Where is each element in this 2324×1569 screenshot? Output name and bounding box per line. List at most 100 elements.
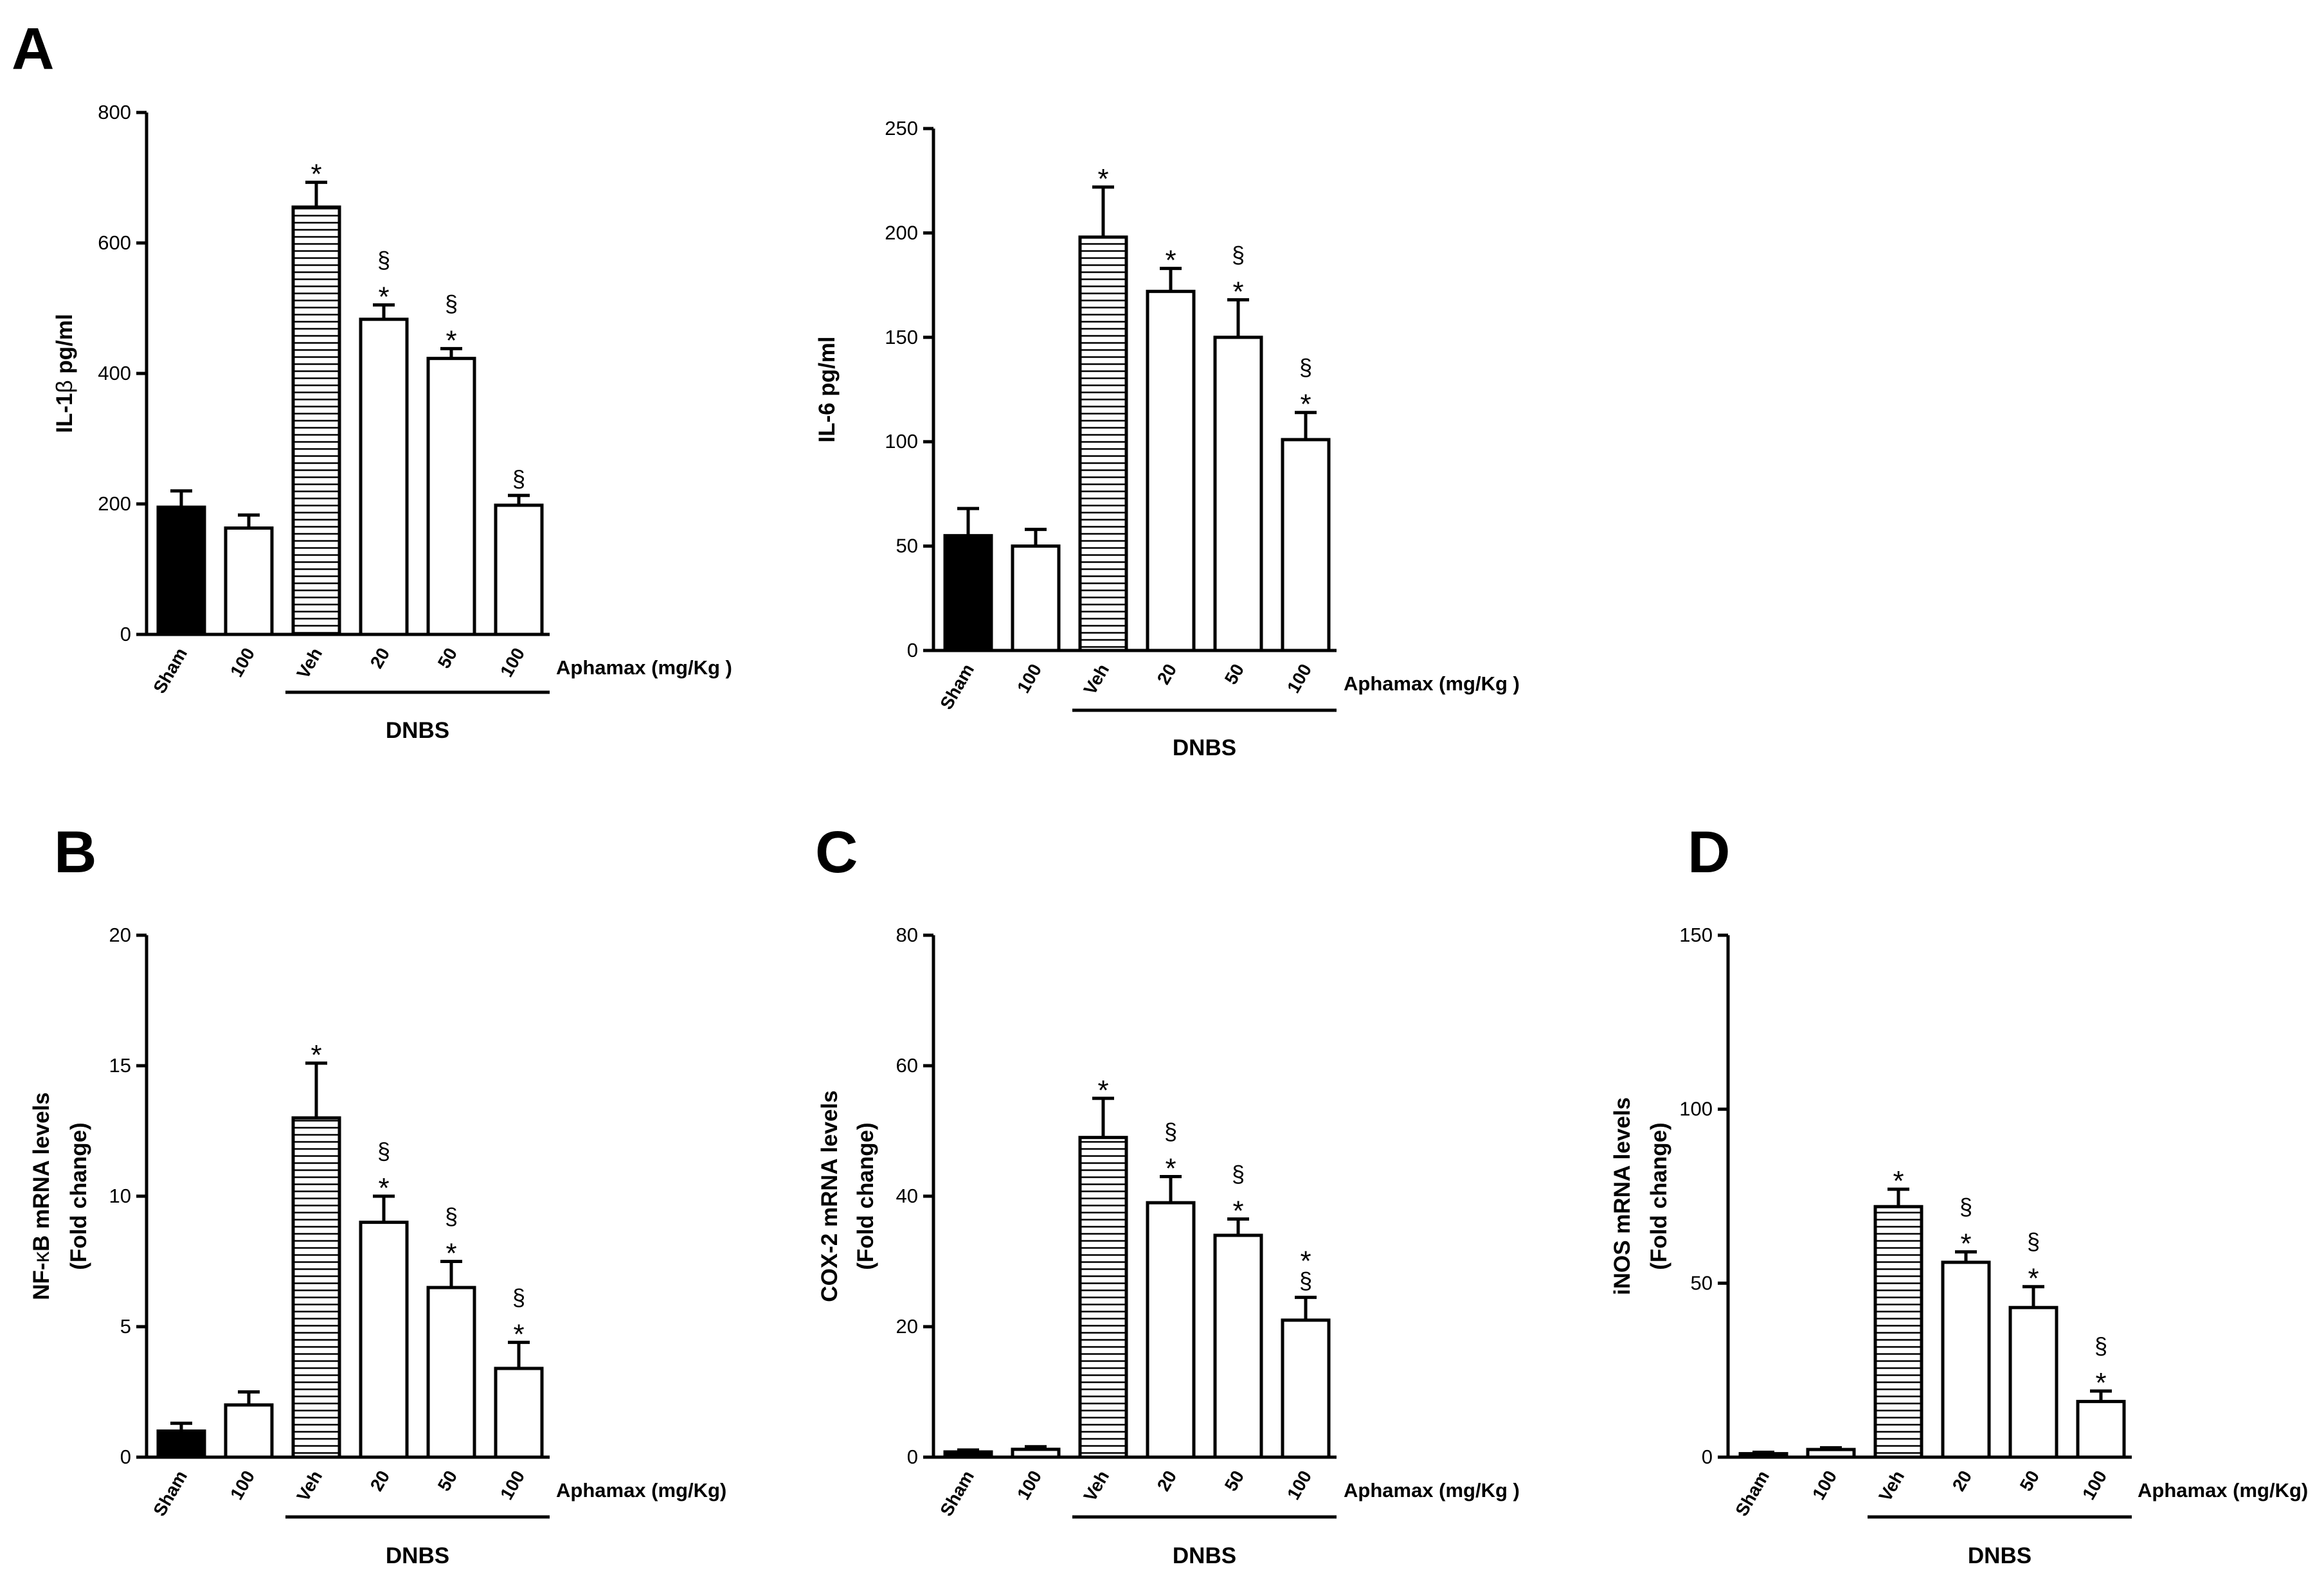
- significance-star: *: [378, 281, 389, 312]
- significance-star: *: [513, 1318, 524, 1350]
- y-tick-label: 50: [896, 535, 918, 557]
- significance-section: §: [1232, 1161, 1245, 1187]
- category-label: 20: [1949, 1467, 1976, 1494]
- category-label: 100: [496, 645, 528, 681]
- significance-section: §: [445, 290, 458, 316]
- significance-section: §: [377, 1138, 390, 1164]
- y-tick-label: 0: [1702, 1446, 1713, 1468]
- significance-star: *: [311, 1039, 321, 1071]
- aphamax-label: Aphamax (mg/Kg ): [1344, 672, 1520, 695]
- significance-star: *: [311, 159, 321, 190]
- category-label: Sham: [936, 661, 978, 713]
- significance-star: *: [2028, 1263, 2039, 1295]
- bar-1: [156, 1429, 206, 1459]
- category-label: 20: [366, 1467, 393, 1494]
- significance-section: §: [1164, 1118, 1177, 1145]
- category-label: 100: [1283, 661, 1315, 697]
- significance-section: §: [1299, 1267, 1312, 1293]
- significance-star: *: [1893, 1165, 1904, 1197]
- group-label: DNBS: [1968, 1543, 2031, 1568]
- category-label: 50: [2016, 1467, 2043, 1494]
- category-label: 100: [2078, 1467, 2111, 1503]
- significance-star: *: [446, 325, 456, 356]
- bar-4: [1146, 1201, 1196, 1459]
- bar-1: [943, 1450, 993, 1459]
- bar-3: [1078, 235, 1128, 652]
- bar-6: [1281, 438, 1331, 652]
- bar-6: [1281, 1318, 1331, 1459]
- y-axis-label-part: COX-2 mRNA levels: [817, 1090, 842, 1302]
- y-tick-label: 50: [1691, 1271, 1713, 1294]
- bar-5: [426, 357, 476, 636]
- bar-1: [156, 505, 206, 636]
- category-label: 20: [366, 645, 393, 672]
- category-label: 100: [496, 1467, 528, 1503]
- significance-section: §: [2094, 1332, 2107, 1359]
- bar-4: [359, 318, 409, 636]
- y-axis-label-part: IL-6 pg/ml: [815, 336, 840, 442]
- category-label: Veh: [1875, 1467, 1908, 1505]
- y-axis-label-part: NF-: [29, 1262, 54, 1300]
- y-tick-label: 150: [1679, 924, 1713, 946]
- bar-4: [1146, 289, 1196, 652]
- category-label: Sham: [149, 1467, 191, 1520]
- chart-2: 0 50 100 150 200 250 IL-6 pg/ml Sham 100 * Veh * 20 *…: [815, 117, 1520, 760]
- bar-5: [1213, 1233, 1263, 1459]
- y-tick-label: 600: [98, 231, 131, 254]
- category-label: 100: [226, 1467, 258, 1503]
- y-axis-label-secondary: (Fold change): [66, 1122, 91, 1269]
- group-label: DNBS: [386, 1543, 449, 1568]
- bar-4: [359, 1221, 409, 1459]
- aphamax-label: Aphamax (mg/Kg): [2138, 1479, 2308, 1502]
- significance-section: §: [445, 1203, 458, 1230]
- significance-section: §: [377, 246, 390, 273]
- bar-2: [1011, 1448, 1061, 1459]
- y-axis-label-part: B mRNA levels: [29, 1092, 54, 1251]
- y-tick-label: 800: [98, 101, 131, 123]
- bar-4: [1941, 1260, 1991, 1459]
- panel-letter-d: D: [1688, 820, 1731, 885]
- significance-star: *: [1232, 1196, 1243, 1227]
- significance-star: *: [1097, 1075, 1108, 1106]
- bar-2: [1011, 544, 1061, 652]
- category-label: 100: [1808, 1467, 1841, 1503]
- category-label: Sham: [1731, 1467, 1773, 1520]
- significance-section: §: [512, 465, 525, 492]
- significance-star: *: [1960, 1228, 1971, 1260]
- category-label: Veh: [1079, 661, 1113, 699]
- y-tick-label: 10: [109, 1185, 131, 1207]
- significance-section: §: [1299, 354, 1312, 381]
- bar-5: [2008, 1305, 2058, 1459]
- bar-1: [1738, 1452, 1788, 1459]
- category-label: Veh: [293, 1467, 326, 1505]
- category-label: 100: [1013, 661, 1045, 697]
- category-label: Veh: [1079, 1467, 1113, 1505]
- bar-6: [494, 1367, 544, 1459]
- category-label: 100: [1283, 1467, 1315, 1503]
- category-label: 50: [1221, 1467, 1248, 1494]
- y-tick-label: 100: [1679, 1098, 1713, 1120]
- y-tick-label: 20: [896, 1315, 918, 1338]
- group-label: DNBS: [1173, 735, 1236, 760]
- y-tick-label: 150: [885, 326, 918, 348]
- y-tick-label: 200: [885, 221, 918, 244]
- y-tick-label: 80: [896, 924, 918, 946]
- bar-5: [1213, 336, 1263, 652]
- significance-star: *: [1097, 163, 1108, 195]
- y-tick-label: 0: [907, 639, 918, 661]
- category-label: 100: [226, 645, 258, 681]
- category-label: Sham: [936, 1467, 978, 1520]
- bar-6: [494, 503, 544, 636]
- group-label: DNBS: [1173, 1543, 1236, 1568]
- y-axis-label: IL-6 pg/ml: [815, 336, 840, 442]
- bar-5: [426, 1286, 476, 1459]
- bar-2: [224, 1403, 274, 1459]
- y-axis-label-secondary: (Fold change): [853, 1122, 878, 1269]
- y-tick-label: 5: [120, 1315, 131, 1338]
- category-label: 20: [1153, 661, 1180, 688]
- significance-section: §: [2027, 1228, 2040, 1255]
- bar-1: [943, 533, 993, 652]
- y-tick-label: 15: [109, 1054, 131, 1077]
- y-axis-label-part: iNOS mRNA levels: [1610, 1097, 1635, 1295]
